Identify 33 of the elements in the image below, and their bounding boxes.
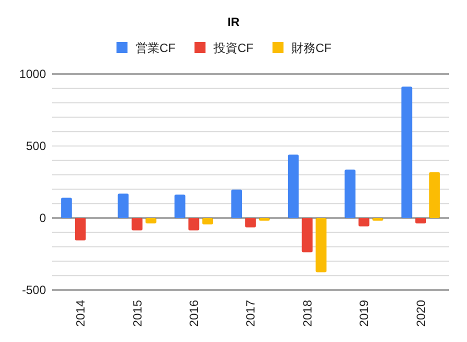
bar — [302, 218, 313, 252]
bar — [358, 218, 370, 226]
bar — [188, 218, 200, 230]
bar — [245, 218, 256, 228]
bar — [415, 218, 426, 224]
bar — [401, 86, 412, 218]
x-tick-label: 2015 — [130, 300, 144, 327]
x-tick-label: 2020 — [414, 300, 428, 327]
x-tick-label: 2016 — [186, 300, 201, 327]
y-tick-label: 1000 — [19, 67, 46, 82]
x-tick-label: 2019 — [357, 300, 372, 327]
bar — [202, 218, 214, 224]
bar — [429, 172, 440, 218]
legend-label: 営業CF — [136, 41, 176, 55]
legend-label: 投資CF — [212, 41, 254, 55]
y-tick-label: 0 — [39, 211, 46, 226]
x-tick-label: 2017 — [244, 300, 258, 327]
bar — [132, 218, 142, 230]
bar — [344, 170, 356, 218]
bar — [288, 154, 299, 218]
y-tick-label: -500 — [22, 283, 46, 298]
bar — [74, 218, 86, 240]
x-tick-label: 2018 — [300, 300, 314, 327]
bar — [61, 198, 72, 218]
bar — [146, 218, 156, 224]
bar — [118, 194, 129, 218]
chart-title: IR — [228, 15, 240, 29]
y-tick-label: 500 — [26, 139, 46, 154]
bar — [316, 218, 326, 272]
x-tick-label: 2014 — [74, 300, 88, 327]
bar — [174, 194, 186, 218]
bar — [231, 190, 242, 218]
legend-label: 財務CF — [292, 41, 332, 55]
